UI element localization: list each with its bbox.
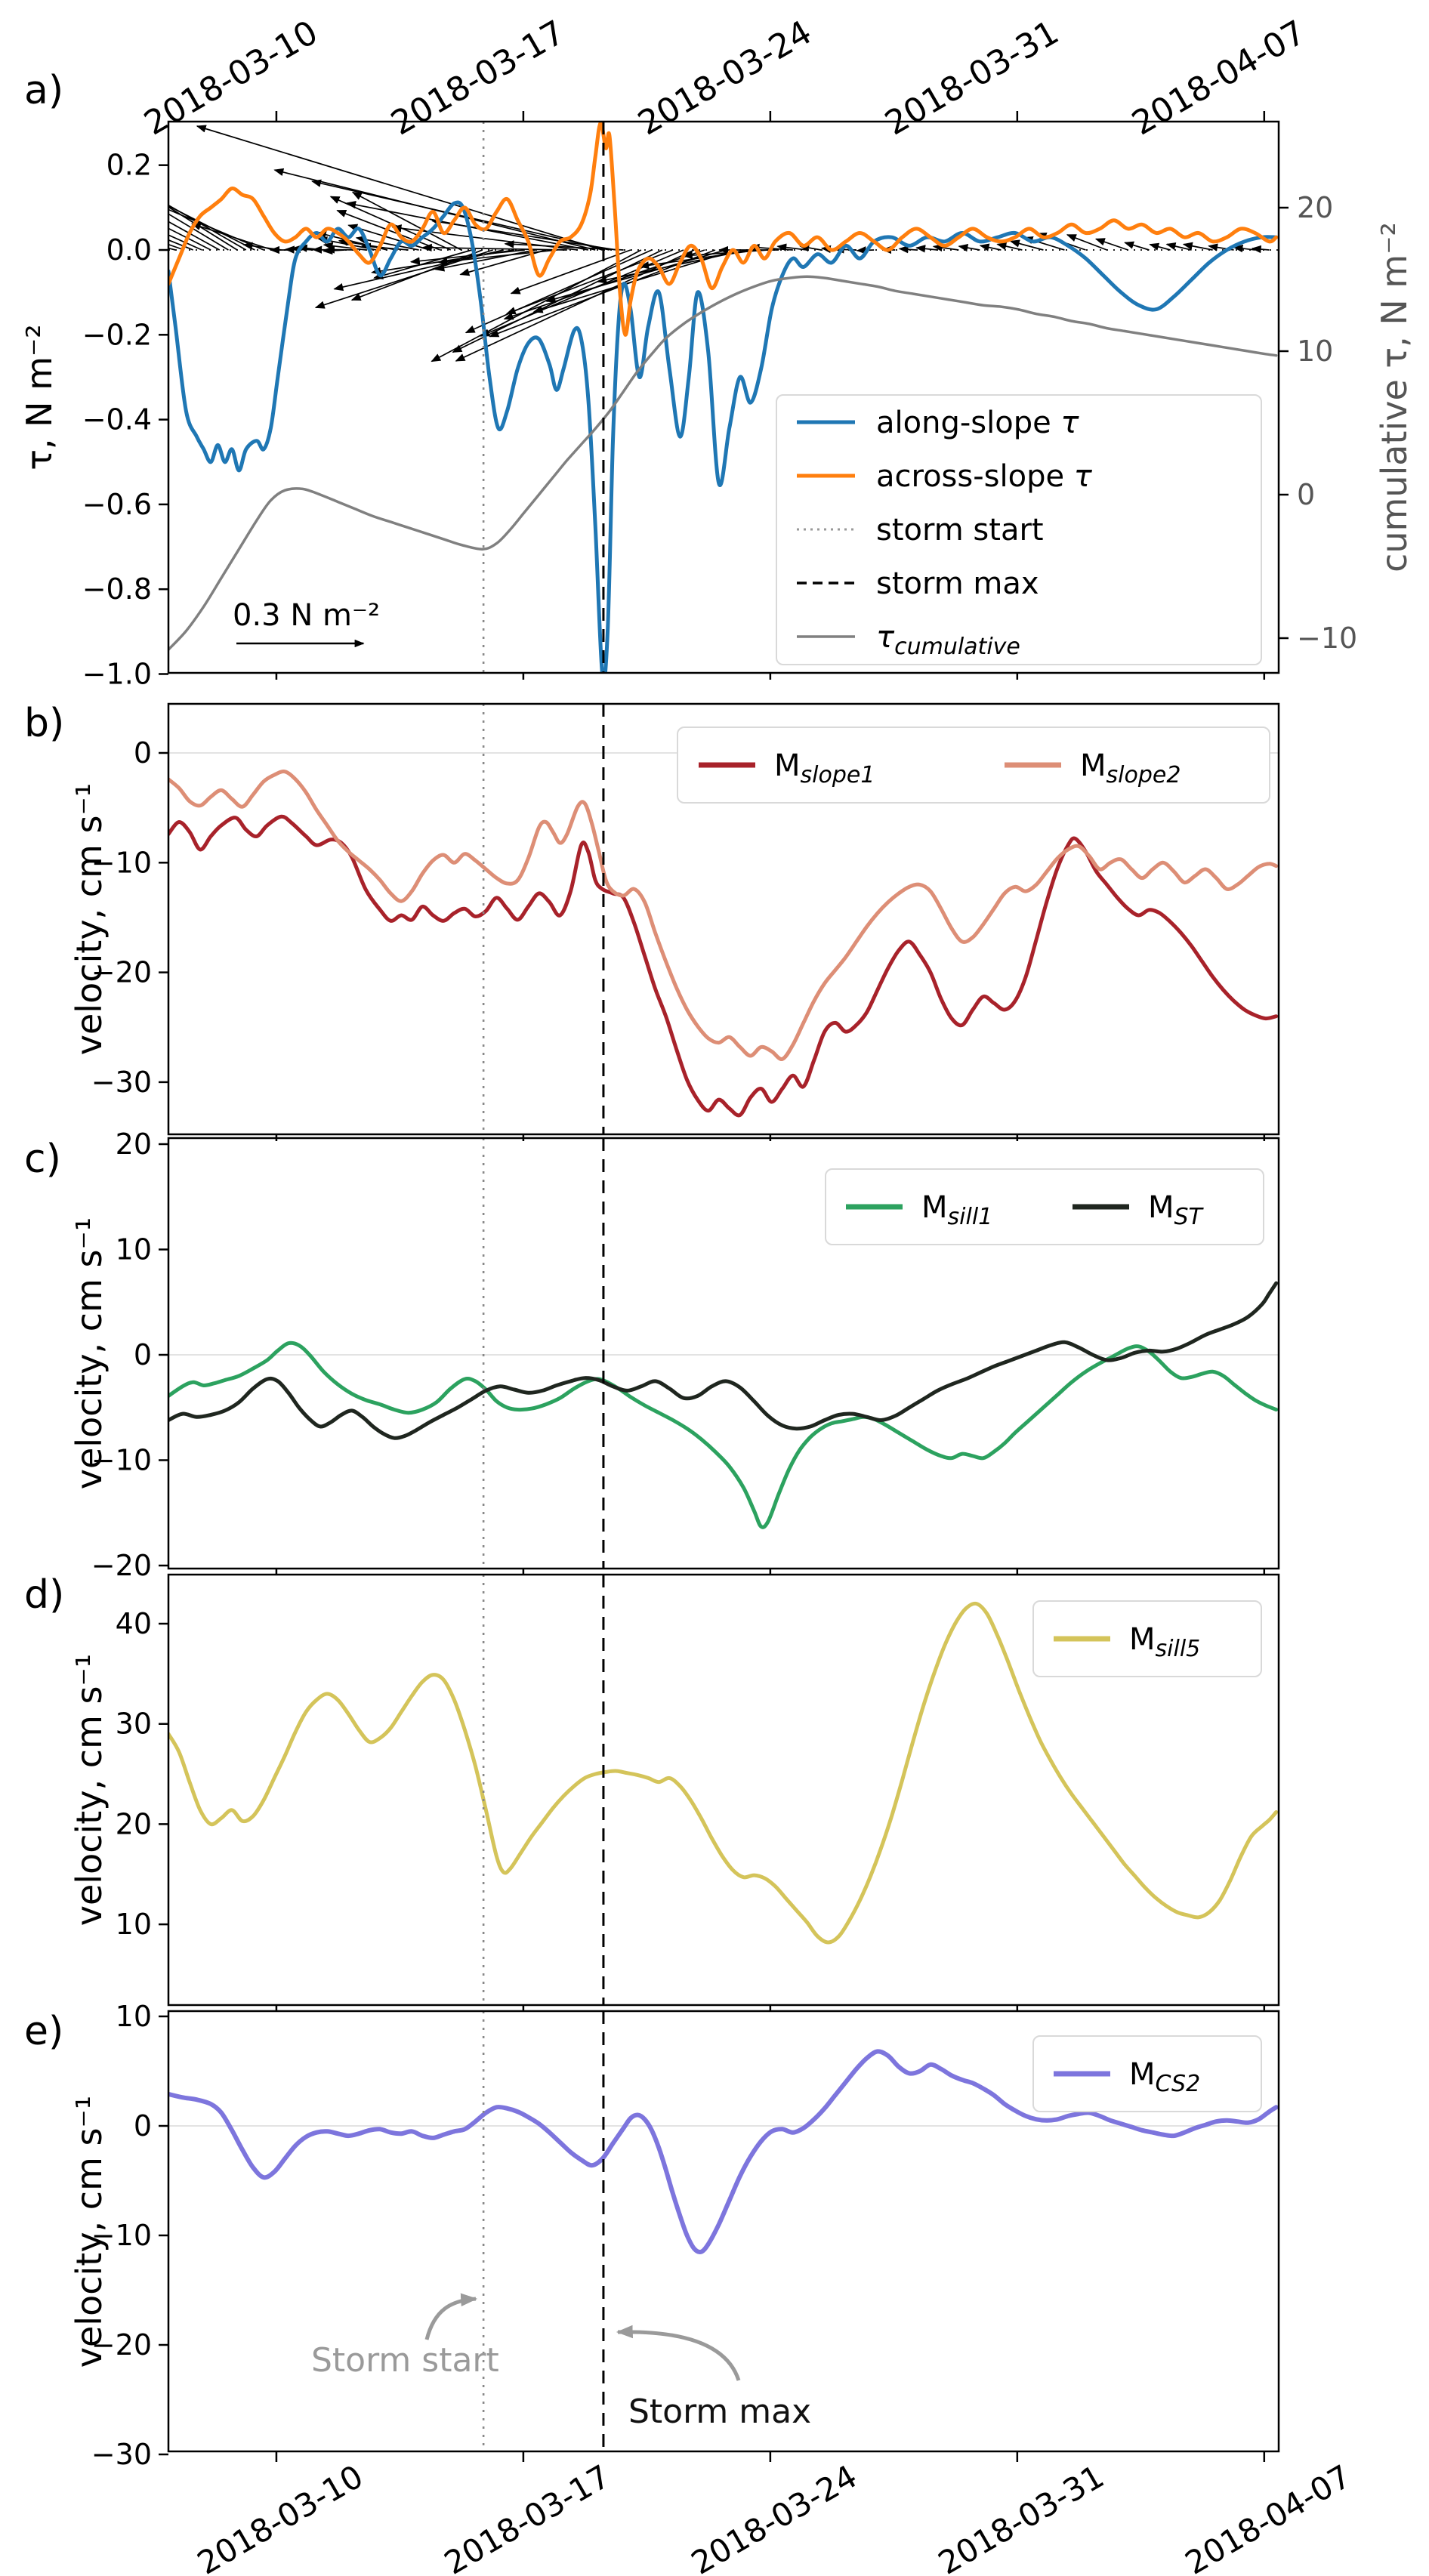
panel-letter-a: a) [24, 68, 64, 113]
legend-label: τcumulative [876, 620, 1020, 660]
ytick-label-right-a: 0 [1297, 478, 1315, 511]
ytick-label-a: −0.6 [82, 488, 152, 521]
date-label-bottom: 2018-03-24 [685, 2457, 863, 2576]
date-label-bottom: 2018-03-17 [438, 2457, 616, 2576]
ylabel-velocity-c: velocity, cm s⁻¹ [69, 1217, 110, 1490]
ylabel-velocity-b: velocity, cm s⁻¹ [69, 782, 110, 1056]
legend-panel-b: Mslope1 Mslope2 [677, 727, 1270, 804]
panel-letter-d: d) [24, 1572, 65, 1618]
panel-d-series [168, 1601, 1279, 1945]
legend-label: storm max [876, 566, 1039, 601]
ytick-label-b: 0 [134, 736, 152, 770]
panel-b-series [168, 770, 1279, 1118]
ylabel-cumulative-tau: cumulative τ, N m⁻² [1374, 222, 1415, 572]
date-label-bottom: 2018-03-10 [191, 2457, 369, 2576]
panel-e-series [168, 2049, 1279, 2255]
ytick-label-a: 0.2 [106, 149, 152, 182]
ytick-label-c: −20 [91, 1549, 152, 1582]
date-label-top: 2018-03-17 [384, 13, 571, 143]
series-m-slope2 [168, 770, 1279, 1061]
legend-label: MST [1148, 1190, 1205, 1230]
ytick-label-d: 30 [116, 1708, 152, 1741]
panel-e-frame [167, 2010, 1280, 2453]
panel-c-series [168, 1281, 1279, 1529]
panel-letter-b: b) [24, 701, 65, 746]
storm-start-annotation: Storm start [311, 2341, 499, 2380]
ytick-label-d: 10 [116, 1908, 152, 1941]
ytick-label-right-a: −10 [1297, 622, 1357, 655]
legend-panel-a: along-slope τ across-slope τ storm start st… [776, 394, 1262, 665]
panel-letter-c: c) [24, 1137, 61, 1182]
ylabel-velocity-e: velocity, cm s⁻¹ [69, 2095, 110, 2368]
legend-label: Mslope1 [774, 748, 875, 788]
ylabel-velocity-d: velocity, cm s⁻¹ [69, 1653, 110, 1927]
series--cumulative [168, 275, 1278, 651]
panel-c-frame [167, 1137, 1280, 1570]
ytick-label-right-a: 10 [1297, 335, 1333, 368]
ytick-label-e: 0 [134, 2109, 152, 2143]
series-m-sill5 [168, 1601, 1279, 1945]
ytick-label-e: −10 [91, 2219, 152, 2252]
series-m-cs2 [168, 2049, 1279, 2255]
ytick-label-b: −10 [91, 846, 152, 879]
panel-a-series [168, 122, 1279, 673]
ytick-label-b: −20 [91, 956, 152, 989]
legend-panel-c: Msill1 MST [825, 1168, 1264, 1245]
series-m-slope1 [168, 814, 1279, 1118]
legend-label: Mslope2 [1080, 748, 1181, 788]
storm-start-arrow [424, 2293, 478, 2340]
ytick-label-c: 20 [116, 1128, 152, 1161]
ytick-label-e: 10 [116, 2000, 152, 2033]
ytick-label-a: −1.0 [82, 658, 152, 691]
legend-label: MCS2 [1129, 2057, 1200, 2097]
date-label-top: 2018-03-31 [878, 13, 1065, 143]
date-label-bottom: 2018-03-31 [932, 2457, 1110, 2576]
legend-label: storm start [876, 513, 1044, 548]
panel-d-frame [167, 1573, 1280, 2007]
date-label-top: 2018-03-10 [137, 13, 324, 143]
ytick-label-d: 40 [116, 1607, 152, 1640]
ytick-label-a: −0.2 [82, 318, 152, 351]
panel-a-frame [167, 120, 1280, 674]
ytick-label-d: 20 [116, 1807, 152, 1840]
series-along-slope- [168, 200, 1279, 673]
legend-panel-d: Msill5 [1032, 1600, 1262, 1677]
quiver-scale-label: 0.3 N m⁻² [233, 598, 381, 633]
date-label-top: 2018-03-24 [631, 13, 818, 143]
legend-label: Msill1 [921, 1190, 992, 1230]
ytick-label-right-a: 20 [1297, 191, 1333, 224]
ytick-label-c: 10 [116, 1233, 152, 1266]
series-m-st [168, 1281, 1279, 1440]
legend-label: along-slope τ [876, 406, 1079, 440]
series-m-sill1 [168, 1340, 1279, 1529]
series-across-slope- [168, 122, 1279, 337]
legend-label: across-slope τ [876, 459, 1093, 494]
ytick-label-e: −20 [91, 2328, 152, 2362]
ytick-label-e: −30 [91, 2438, 152, 2471]
ytick-label-a: −0.4 [82, 403, 152, 437]
storm-max-annotation: Storm max [628, 2392, 812, 2431]
ytick-label-c: −10 [91, 1444, 152, 1477]
ytick-label-a: 0.0 [106, 233, 152, 267]
panel-letter-e: e) [24, 2009, 64, 2054]
legend-panel-e: MCS2 [1032, 2035, 1262, 2112]
storm-max-arrow [616, 2325, 741, 2381]
date-label-bottom: 2018-04-07 [1179, 2457, 1357, 2576]
ytick-label-c: 0 [134, 1338, 152, 1371]
ylabel-tau: τ, N m⁻² [19, 324, 60, 470]
legend-label: Msill5 [1129, 1622, 1200, 1662]
panel-b-frame [167, 702, 1280, 1136]
ytick-label-a: −0.8 [82, 572, 152, 606]
ytick-label-b: −30 [91, 1066, 152, 1099]
date-label-top: 2018-04-07 [1125, 13, 1312, 143]
